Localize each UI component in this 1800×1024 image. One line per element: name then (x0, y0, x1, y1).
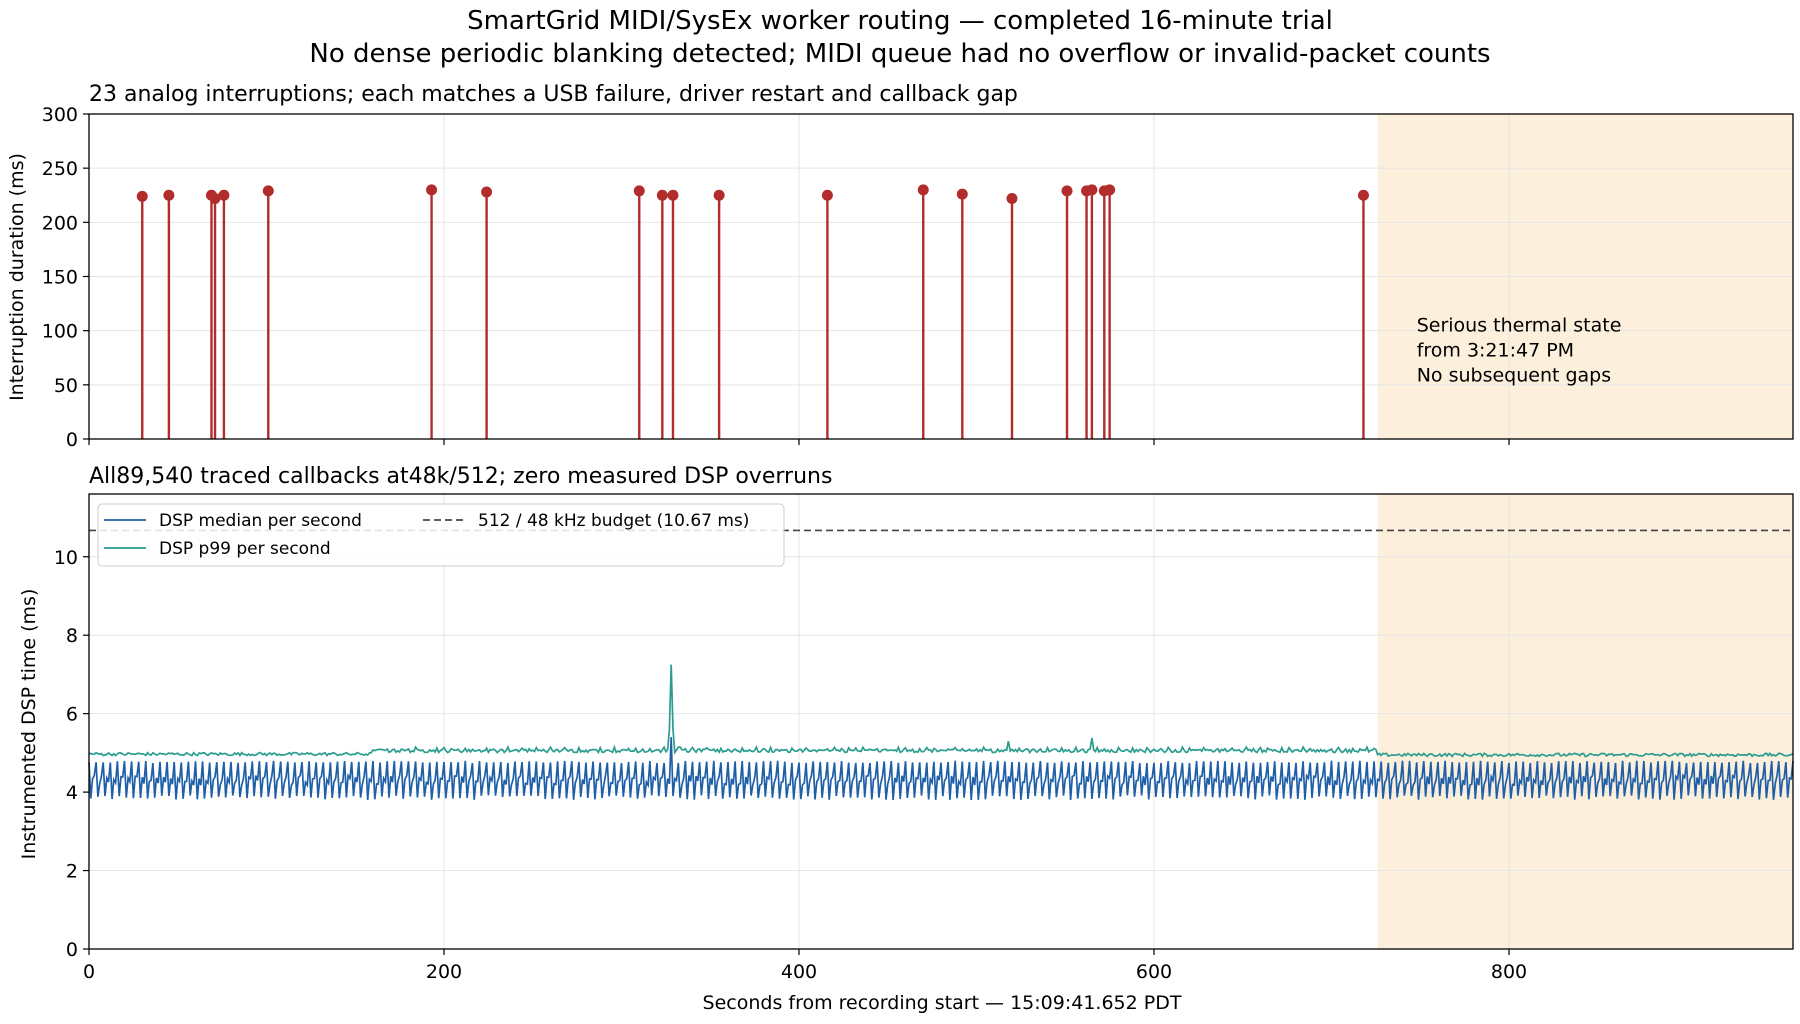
dsp-x-axis-label: Seconds from recording start — 15:09:41.… (703, 992, 1182, 1014)
interruptions-panel: 23 analog interruptions; each matches a … (6, 82, 1794, 451)
dsp-y-tick-label: 6 (66, 704, 78, 726)
dsp-legend: DSP median per second DSP p99 per second 5… (97, 503, 785, 567)
interruption-marker (917, 184, 929, 196)
thermal-annotation-line: Serious thermal state (1417, 315, 1622, 337)
dsp-x-tick-label: 600 (1136, 961, 1172, 983)
dsp-y-axis-label: Instrumented DSP time (ms) (18, 589, 40, 860)
dsp-plot-frame (88, 493, 1794, 950)
interruption-marker (1061, 185, 1073, 197)
interruption-marker (1104, 184, 1116, 196)
dsp-y-tick-label: 10 (54, 547, 78, 569)
figure-subtitle: No dense periodic blanking detected; MID… (309, 39, 1490, 69)
dsp-p99-line (88, 664, 1794, 758)
dsp-x-tick-label: 400 (781, 961, 817, 983)
legend-box (97, 503, 785, 567)
interruptions-y-tick-label: 50 (54, 375, 78, 397)
thermal-annotation-line: No subsequent gaps (1417, 365, 1611, 387)
interruptions-y-axis-label: Interruption duration (ms) (6, 153, 28, 401)
interruption-marker (713, 189, 725, 201)
interruption-marker (821, 189, 833, 201)
interruption-marker (1357, 189, 1369, 201)
dsp-y-tick-label: 8 (66, 625, 78, 647)
interruption-marker (209, 193, 221, 204)
interruptions-y-tick-label: 100 (42, 321, 78, 343)
interruption-marker (956, 188, 968, 200)
thermal-annotation-line: from 3:21:47 PM (1417, 340, 1574, 362)
interruption-marker (667, 189, 679, 201)
interruption-marker (163, 189, 175, 201)
interruption-marker (262, 185, 274, 197)
interruptions-y-tick-label: 300 (42, 104, 78, 126)
interruption-marker (481, 186, 493, 198)
dsp-x-tick-label: 800 (1491, 961, 1527, 983)
interruption-marker (426, 184, 438, 196)
legend-budget-label: 512 / 48 kHz budget (10.67 ms) (478, 511, 749, 531)
interruption-marker (633, 185, 645, 197)
dsp-y-tick-label: 0 (66, 939, 78, 961)
dsp-y-tick-label: 4 (66, 782, 78, 804)
interruptions-y-tick-label: 150 (42, 267, 78, 289)
legend-median-label: DSP median per second (159, 511, 362, 531)
interruptions-y-tick-label: 250 (42, 158, 78, 180)
dsp-y-tick-label: 2 (66, 861, 78, 883)
interruption-marker (656, 189, 668, 201)
interruption-marker (1086, 184, 1098, 196)
dsp-thermal-shaded-region (1377, 494, 1793, 949)
dsp-median-line (88, 737, 1794, 800)
dsp-time-panel: All89,540 traced callbacks at48k/512; ze… (18, 464, 1794, 1014)
interruption-marker (218, 189, 230, 201)
interruption-marker (1006, 193, 1018, 204)
dsp-x-tick-label: 200 (426, 961, 462, 983)
interruptions-panel-title: 23 analog interruptions; each matches a … (89, 82, 1018, 107)
interruptions-plot-frame (88, 113, 1794, 440)
interruptions-y-tick-label: 0 (66, 429, 78, 451)
interruptions-y-tick-label: 200 (42, 212, 78, 234)
dsp-panel-title: All89,540 traced callbacks at48k/512; ze… (89, 464, 832, 489)
interruption-marker (136, 190, 148, 202)
legend-p99-label: DSP p99 per second (159, 539, 331, 559)
figure-title: SmartGrid MIDI/SysEx worker routing — co… (467, 6, 1333, 36)
dsp-x-tick-label: 0 (83, 961, 95, 983)
